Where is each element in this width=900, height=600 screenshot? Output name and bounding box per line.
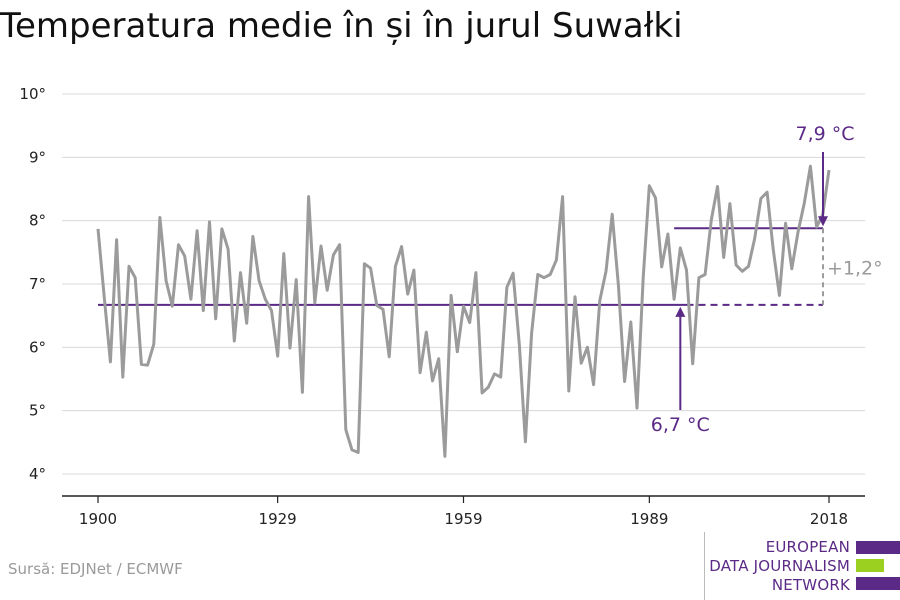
grid-lines	[62, 93, 865, 475]
reference-label-baseline: 6,7 °C	[651, 414, 710, 436]
logo-bar-purple-top	[856, 541, 900, 554]
logo-divider	[704, 532, 705, 600]
source-note: Sursă: EDJNet / ECMWF	[8, 560, 183, 578]
y-axis: 4° 5° 6° 7° 8° 9° 10°	[19, 85, 46, 483]
chart-title: Temperatura medie în și în jurul Suwałki	[0, 6, 683, 46]
y-tick-label: 5°	[29, 402, 46, 420]
y-tick-label: 8°	[29, 212, 46, 230]
temperature-series-line	[96, 164, 831, 458]
y-tick-label: 7°	[29, 275, 46, 293]
arrow-head-recent	[818, 216, 828, 227]
logo-line-1: EUROPEAN	[765, 538, 850, 556]
reference-label-recent: 7,9 °C	[795, 123, 854, 145]
y-tick-label: 10°	[19, 85, 46, 103]
y-tick-label: 9°	[29, 148, 46, 166]
x-tick-label: 2018	[810, 510, 848, 528]
logo-line-3: NETWORK	[771, 576, 850, 594]
delta-label: +1,2°	[827, 258, 883, 280]
y-tick-label: 4°	[29, 465, 46, 483]
x-axis: 1900 1929 1959 1989 2018	[62, 495, 865, 528]
y-tick-label: 6°	[29, 338, 46, 356]
x-tick-label: 1959	[444, 510, 482, 528]
logo-line-2: DATA JOURNALISM	[709, 557, 850, 575]
edjnet-logo: EUROPEAN DATA JOURNALISM NETWORK	[690, 532, 900, 600]
arrow-head-baseline	[675, 306, 686, 317]
annotations: +1,2° 7,9 °C 6,7 °C	[651, 123, 883, 436]
x-tick-label: 1989	[630, 510, 668, 528]
x-tick-label: 1900	[79, 510, 117, 528]
plot-area	[96, 164, 831, 458]
logo-bar-purple-bottom	[856, 577, 900, 590]
x-tick-label: 1929	[259, 510, 297, 528]
logo-bar-green	[856, 559, 884, 572]
